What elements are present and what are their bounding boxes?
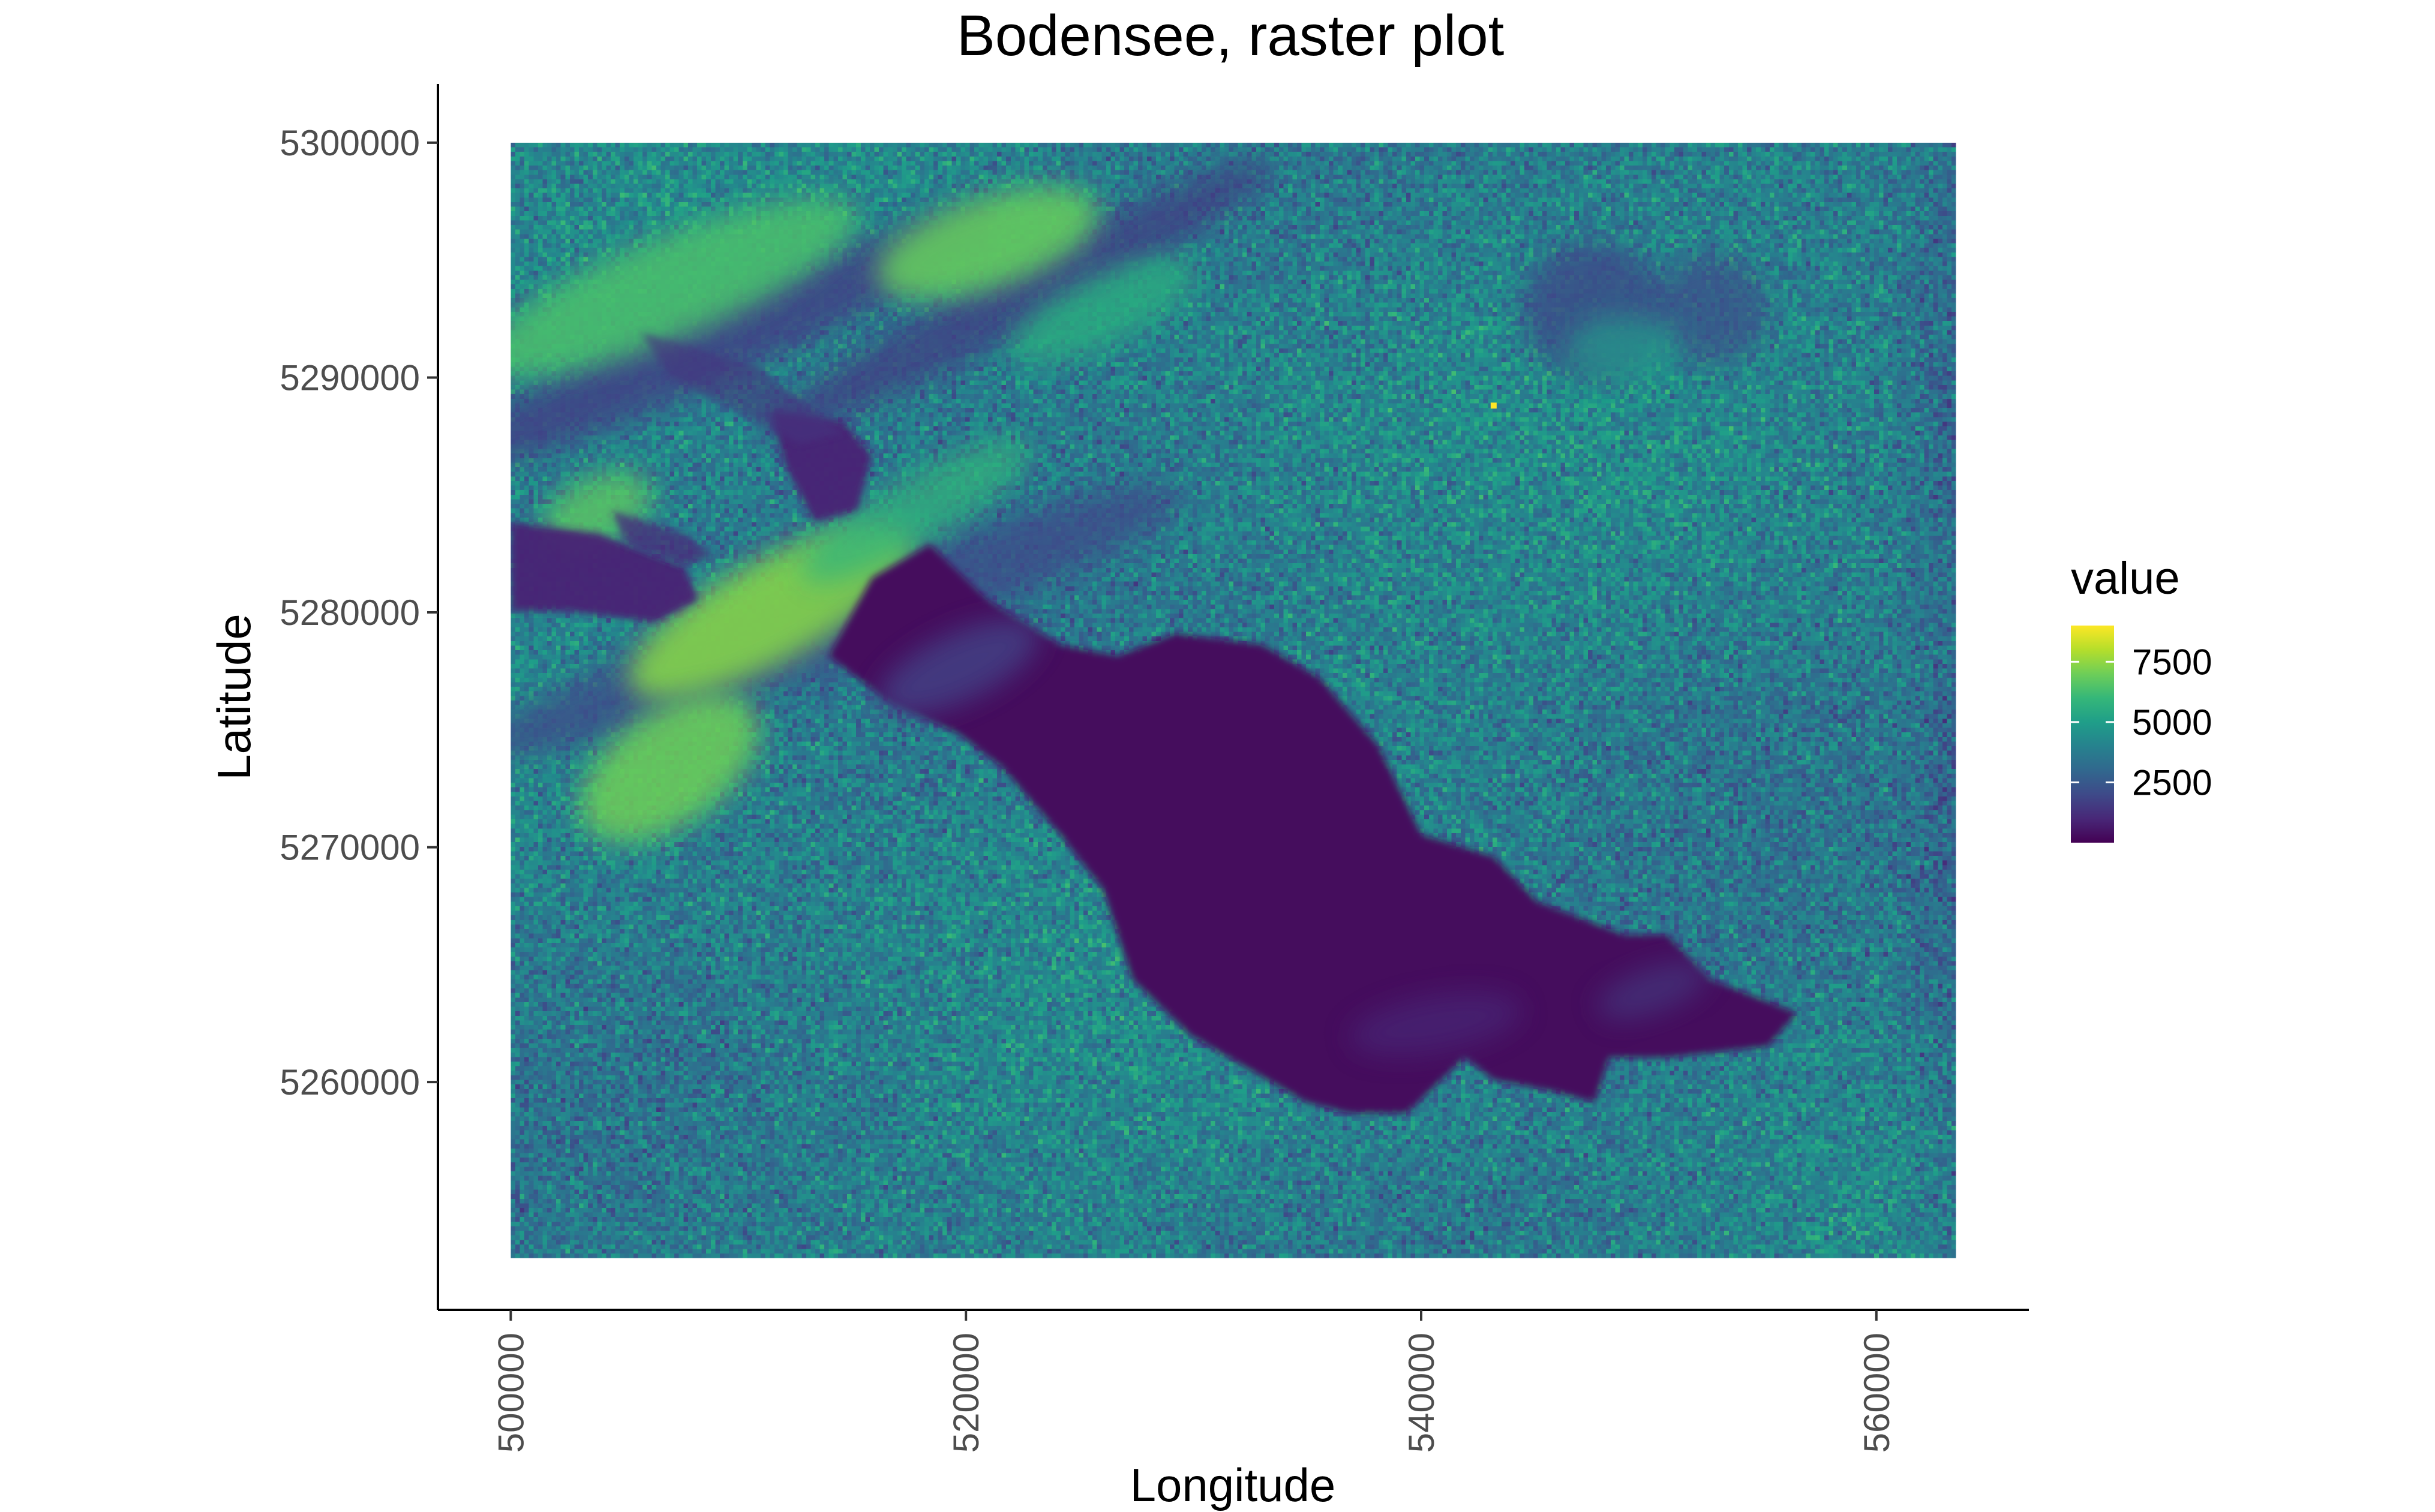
dark-channel [641,332,843,444]
legend-ticks: 2500 5000 7500 [2071,642,2212,802]
bright-ridge [876,187,1099,299]
y-axis-ticks: 5260000 5270000 5280000 5290000 5300000 [280,123,438,1102]
y-axis-title: Latitude [208,614,260,780]
x-tick-label: 540000 [1401,1333,1442,1453]
x-tick-label: 560000 [1857,1333,1897,1453]
dark-channel [612,510,713,567]
lake-shallow [1350,993,1521,1056]
legend-tick-label: 5000 [2132,702,2212,743]
bright-ridge [1010,257,1196,363]
x-axis-title: Longitude [1130,1459,1336,1511]
bright-ridge [581,693,759,841]
dark-band [761,160,1272,438]
lake [828,544,1797,1114]
hot-pixel [1490,402,1497,409]
colorbar [2071,626,2114,843]
raster-plot [511,142,1956,1258]
legend-title: value [2071,553,2180,604]
dark-band [511,209,1004,478]
bright-ridge [1566,315,1682,383]
y-tick-label: 5270000 [280,828,420,868]
bright-ridge [801,439,1029,582]
legend-tick-label: 7500 [2132,642,2212,682]
y-tick-label: 5290000 [280,357,420,398]
x-tick-label: 520000 [946,1333,986,1453]
dark-channel [511,522,699,623]
y-tick-label: 5280000 [280,593,420,633]
dark-band [1652,254,1769,366]
bright-ridge [511,199,858,377]
legend-tick-label: 2500 [2132,762,2212,802]
lake-shallow [1598,961,1708,1020]
y-tick-label: 5260000 [280,1062,420,1102]
legend: value 2500 5000 7500 [2071,553,2212,843]
raster-features [511,160,1797,1114]
chart-title: Bodensee, raster plot [957,4,1505,68]
y-tick-label: 5300000 [280,123,420,163]
lake-shallow [879,619,1039,715]
x-axis-ticks: 500000 520000 540000 560000 [491,1310,1897,1453]
x-tick-label: 500000 [491,1333,531,1453]
